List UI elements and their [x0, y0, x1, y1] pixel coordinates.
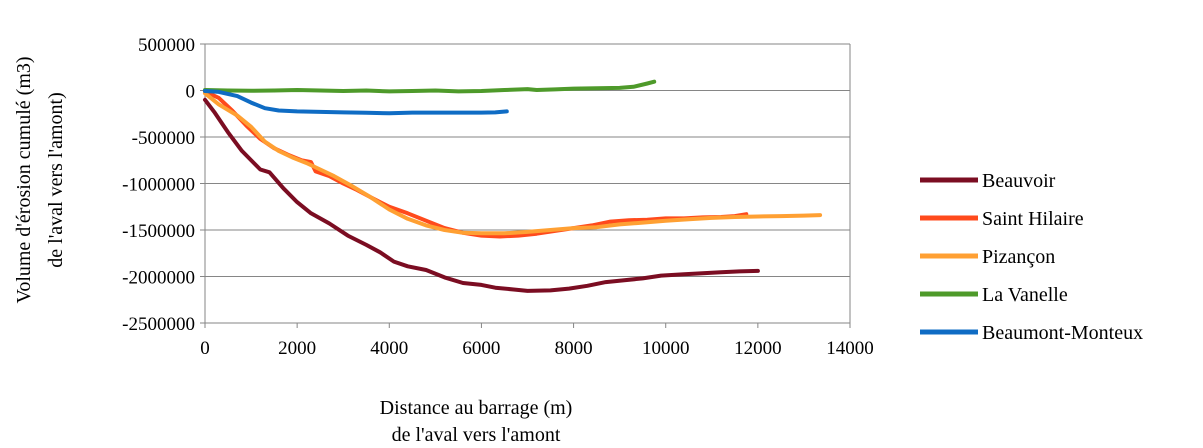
x-tick-label: 10000: [642, 338, 690, 359]
legend-label-saint-hilaire: Saint Hilaire: [982, 208, 1084, 230]
y-tick-label: -500000: [132, 128, 195, 149]
y-tick-label: -2000000: [122, 268, 195, 289]
grid-layer: [200, 43, 851, 328]
legend-label-beaumont-monteux: Beaumont-Monteux: [982, 322, 1143, 344]
legend-label-pizan-on: Pizançon: [982, 246, 1055, 268]
legend-label-beauvoir: Beauvoir: [982, 170, 1056, 192]
y-axis-title-line-2: de l'aval vers l'amont): [45, 92, 67, 267]
x-tick-label: 0: [200, 338, 210, 359]
y-tick-label: 0: [186, 82, 196, 103]
y-axis-title-line-1: Volume d'érosion cumulé (m3): [13, 56, 35, 303]
y-tick-label: -1000000: [122, 175, 195, 196]
series-line-pizan-on: [203, 91, 823, 236]
y-tick-label: -2500000: [122, 314, 195, 335]
x-tick-label: 14000: [826, 338, 874, 359]
x-tick-label: 8000: [555, 338, 593, 359]
y-tick-label: -1500000: [122, 221, 195, 242]
series-layer: [203, 79, 823, 293]
legend: Beauvoir Saint Hilaire Pizançon La Vanelle B…: [920, 170, 1143, 344]
x-axis-title-line-1: Distance au barrage (m): [380, 397, 573, 419]
x-tick-label: 2000: [278, 338, 316, 359]
legend-label-la-vanelle: La Vanelle: [982, 284, 1068, 306]
x-tick-label: 6000: [462, 338, 500, 359]
tick-labels: 500000 0 -500000 -1000000 -1500000 -2000000 -2…: [122, 35, 874, 359]
series-line-beaumont-monteux: [203, 89, 509, 116]
series-line-la-vanelle: [203, 79, 657, 94]
x-tick-label: 4000: [370, 338, 408, 359]
series-line-beauvoir: [203, 97, 760, 293]
y-tick-label: 500000: [138, 35, 195, 56]
x-tick-label: 12000: [734, 338, 782, 359]
x-axis-title-line-2: de l'aval vers l'amont: [392, 424, 561, 446]
